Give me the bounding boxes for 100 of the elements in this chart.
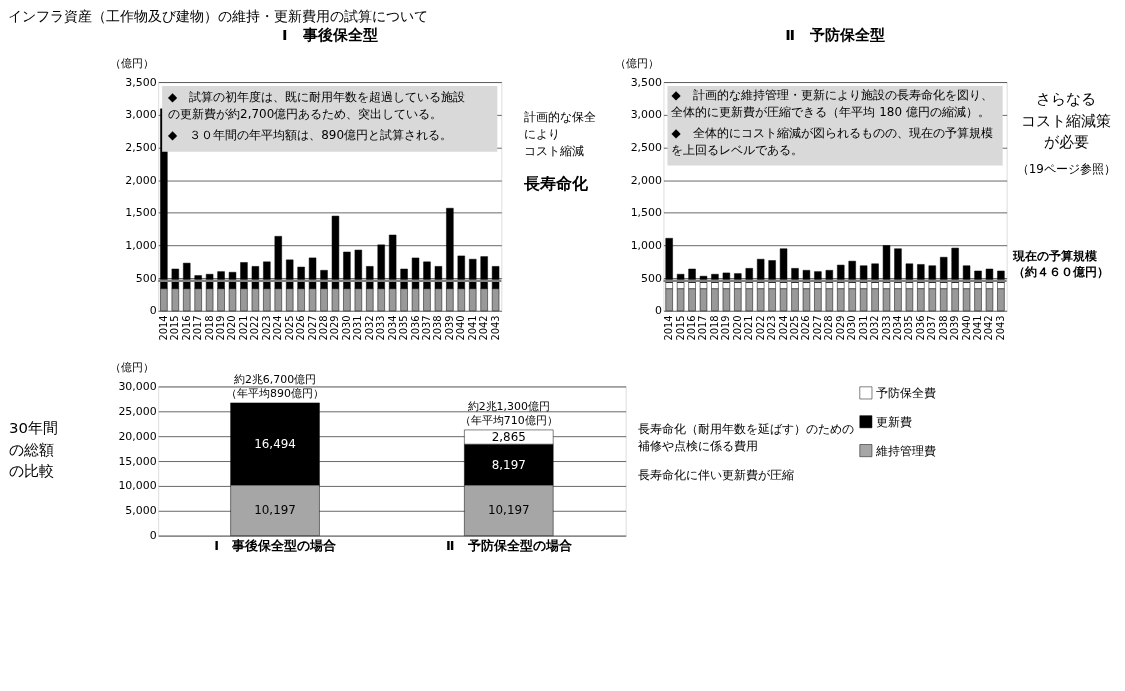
x-tick-label: 2030 [340,315,352,341]
x-tick-label: 2021 [743,315,755,341]
legend-label: 更新費 [876,414,913,429]
y-tick-label: 2,500 [630,140,663,154]
x-tick-label: Ⅰ 事後保全型の場合 [214,538,336,554]
y-tick-label: 2,000 [125,173,157,187]
x-tick-label: 2029 [834,315,846,341]
x-tick-label: 2018 [708,315,720,341]
x-tick-label: 2034 [891,315,903,341]
x-tick-label: 2016 [180,315,192,341]
y-tick-label: 20,000 [118,429,157,443]
chart-title: Ⅱ 予防保全型 [785,26,885,45]
x-tick-label: 2018 [203,315,215,341]
text: 計画的な保全によりコスト縮減 [524,109,597,159]
x-tick-label: 2033 [375,315,387,341]
x-tick-label: 2040 [960,315,972,341]
x-tick-label: 2039 [443,315,455,341]
x-tick-label: 2038 [937,315,949,341]
x-tick-label: 2020 [731,315,743,341]
x-tick-label: 2015 [169,315,181,341]
x-tick-label: 2025 [283,315,295,341]
y-tick-label: 500 [641,271,662,285]
y-axis-title: （億円） [614,56,659,70]
y-tick-label: 30,000 [118,379,157,393]
x-tick-label: 2032 [869,315,881,341]
x-tick-label: 2027 [811,315,823,341]
x-tick-label: 2026 [800,315,812,341]
y-tick-label: 0 [149,529,157,543]
x-tick-label: 2025 [788,315,800,341]
x-tick-label: 2021 [237,315,249,341]
x-tick-label: 2043 [489,315,501,341]
data-label: 8,197 [491,457,526,472]
x-tick-label: 2026 [295,315,307,341]
y-tick-label: 10,000 [118,479,157,493]
x-tick-label: 2035 [398,315,410,341]
x-tick-label: 2022 [249,315,261,341]
x-tick-label: 2027 [306,315,318,341]
y-tick-label: 5,000 [125,504,157,518]
y-tick-label: 0 [655,304,662,318]
annotation: ◆ ３０年間の年平均額は、890億円と試算される。 [168,127,453,142]
x-tick-label: 2041 [972,315,984,341]
x-tick-label: 2019 [720,315,732,341]
y-tick-label: 0 [149,304,157,318]
text: 長寿命化 [523,174,590,194]
x-tick-label: Ⅱ 予防保全型の場合 [446,538,572,554]
text: 30年間の総額の比較 [8,419,58,481]
text: さらなるコスト縮減策が必要 [1021,89,1112,152]
x-tick-label: 2014 [157,315,169,341]
annotation: ◆ 全体的にコスト縮減が図られるものの、現在の予算規模を上回るレベルである。 [671,125,993,158]
data-label: 10,197 [487,503,530,518]
x-tick-label: 2024 [272,315,284,341]
text: 長寿命化（耐用年数を延ばす）のための補修や点検に係る費用 [637,422,854,454]
x-tick-label: 2019 [215,315,227,341]
x-tick-label: 2022 [754,315,766,341]
y-tick-label: 500 [135,271,157,285]
data-label: 16,494 [254,436,296,451]
x-tick-label: 2039 [949,315,961,341]
x-tick-label: 2038 [432,315,444,341]
x-tick-label: 2037 [420,315,432,341]
x-tick-label: 2035 [903,315,915,341]
y-tick-label: 15,000 [118,454,157,468]
y-axis-title: （億円） [109,361,154,375]
text: インフラ資産（工作物及び建物）の維持・更新費用の試算について [8,7,429,24]
x-tick-label: 2028 [823,315,835,341]
x-tick-label: 2042 [478,315,490,341]
x-tick-label: 2017 [697,315,709,341]
x-tick-label: 2040 [455,315,467,341]
x-tick-label: 2034 [386,315,398,341]
legend-label: 予防保全費 [876,385,937,400]
data-label: 2,865 [491,430,526,445]
x-tick-label: 2042 [983,315,995,341]
x-tick-label: 2031 [857,315,869,341]
y-axis-title: （億円） [109,56,154,70]
data-label: 10,197 [254,503,296,518]
y-tick-label: 3,000 [630,108,663,122]
y-tick-label: 1,000 [630,238,663,252]
x-tick-label: 2041 [466,315,478,341]
x-tick-label: 2015 [674,315,686,341]
text: （19ページ参照） [1016,161,1116,176]
x-tick-label: 2014 [663,315,675,341]
ref-line-label: 現在の予算規模（約４６０億円） [1011,248,1109,279]
x-tick-label: 2028 [318,315,330,341]
total-label: 約2兆6,700億円（年平均890億円） [226,373,324,400]
x-tick-label: 2024 [777,315,789,341]
y-tick-label: 1,500 [125,206,157,220]
x-tick-label: 2033 [880,315,892,341]
annotation: ◆ 計画的な維持管理・更新により施設の長寿命化を図り、全体的に更新費が圧縮できる（年平均 180 億円の縮減）。 [671,87,993,120]
total-label: 約2兆1,300億円（年平均710億円） [459,400,558,427]
y-tick-label: 25,000 [118,404,157,418]
x-tick-label: 2017 [192,315,204,341]
chart-title: Ⅰ 事後保全型 [281,26,378,45]
x-tick-label: 2020 [226,315,238,341]
x-tick-label: 2016 [686,315,698,341]
y-tick-label: 3,000 [125,108,157,122]
x-tick-label: 2023 [766,315,778,341]
x-tick-label: 2030 [846,315,858,341]
x-tick-label: 2036 [409,315,421,341]
x-tick-label: 2036 [914,315,926,341]
legend-label: 維持管理費 [875,443,937,458]
annotation: ◆ 試算の初年度は、既に耐用年数を超過している施設の更新費が約2,700億円あるため、突出している。 [168,89,466,122]
